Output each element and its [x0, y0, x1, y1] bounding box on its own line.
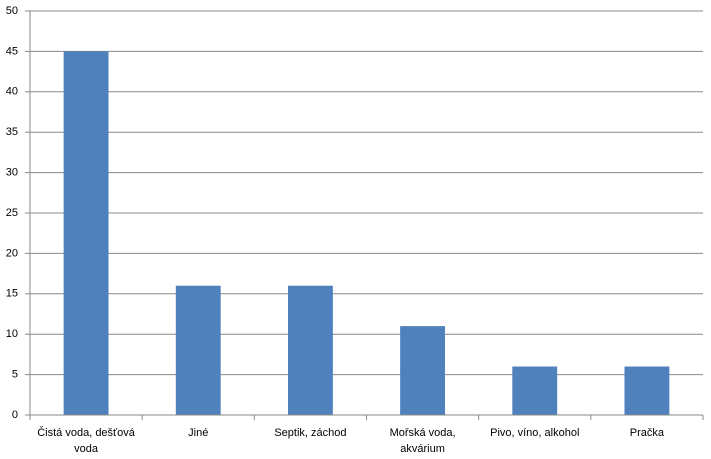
- x-tick-label: Septik, záchod: [274, 427, 347, 439]
- bar: [624, 366, 670, 415]
- y-tick-label: 40: [6, 86, 18, 98]
- y-tick-label: 35: [6, 126, 18, 138]
- y-tick-label: 45: [6, 45, 18, 57]
- bar: [175, 285, 221, 415]
- y-tick-label: 15: [6, 288, 18, 300]
- bar: [512, 366, 558, 415]
- y-tick-label: 0: [12, 409, 18, 421]
- x-tick-label: Pračka: [629, 427, 665, 439]
- bar: [287, 285, 333, 415]
- bar: [400, 326, 446, 415]
- bar: [63, 51, 109, 416]
- y-tick-label: 25: [6, 207, 18, 219]
- x-tick-label: Jiné: [188, 427, 209, 439]
- y-tick-label: 50: [6, 5, 18, 17]
- x-tick-label: Pivo, víno, alkohol: [490, 427, 580, 439]
- y-tick-label: 5: [12, 369, 18, 381]
- y-tick-label: 10: [6, 328, 18, 340]
- x-tick-label: Mořská voda, akvárium: [389, 427, 456, 455]
- y-tick-label: 20: [6, 247, 18, 259]
- y-tick-label: 30: [6, 167, 18, 179]
- x-tick-label: Čistá voda, dešťová voda: [37, 427, 135, 455]
